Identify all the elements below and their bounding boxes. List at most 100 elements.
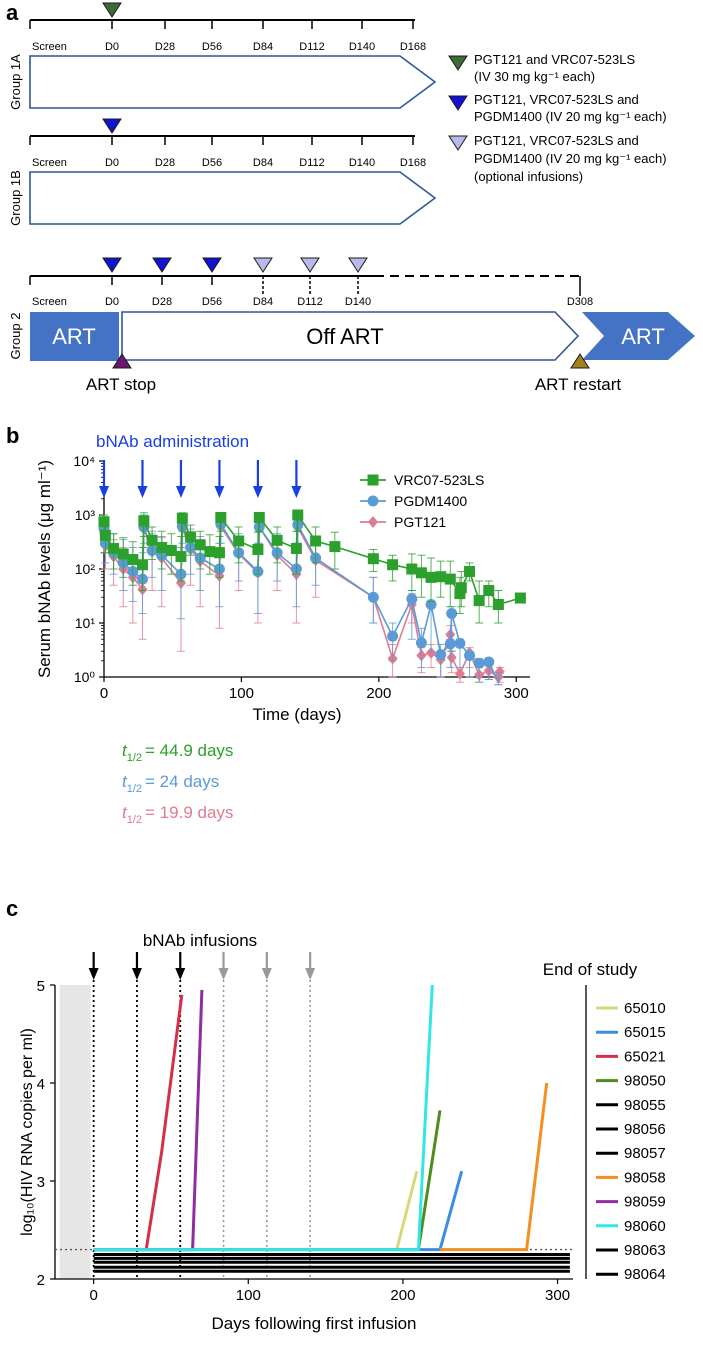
group-2-ticks	[29, 276, 581, 296]
y-tick-label: 10⁴	[73, 453, 95, 469]
panel-b-legend: VRC07-523LS PGDM1400 PGT121	[360, 472, 484, 530]
y-tick-label: 2	[37, 1272, 45, 1289]
legend-label: 98063	[624, 1242, 666, 1259]
art-stop-marker	[112, 353, 132, 369]
optional-infusion-marker	[253, 257, 273, 273]
data-point	[454, 588, 466, 600]
blue-infusion-marker	[152, 257, 172, 273]
series-PGT121	[99, 514, 505, 686]
art-right-label: ART	[621, 324, 665, 349]
data-point	[329, 541, 341, 553]
x-tick-label: 100	[236, 1287, 261, 1304]
y-tick-label: 10⁰	[74, 669, 96, 685]
legend-marker	[367, 495, 379, 507]
group-1b-tick-label: D168	[400, 157, 426, 169]
legend-label: 98050	[624, 1073, 666, 1090]
data-point	[435, 571, 447, 583]
data-point	[99, 529, 111, 541]
data-point	[290, 542, 302, 554]
infusion-arrow-head	[175, 968, 186, 980]
data-point	[156, 542, 168, 554]
data-point	[415, 567, 427, 579]
blue-infusion-marker	[102, 118, 122, 134]
group-1b-tick-label: D28	[155, 157, 175, 169]
group-2-tick-label: Screen	[32, 296, 67, 308]
data-point	[127, 553, 139, 565]
legend-label: 98056	[624, 1121, 666, 1138]
data-point	[454, 637, 466, 649]
group-1b-arrow-box	[29, 171, 437, 225]
viral-load-line-65010	[93, 1170, 419, 1252]
y-tick-label: 10³	[75, 507, 96, 523]
legend-label: 98058	[624, 1169, 666, 1186]
group-2-label: Group 2	[8, 313, 23, 360]
group-1b-label: Group 1B	[8, 170, 23, 226]
half-life-pgt121: t1/2 = 19.9 days	[122, 803, 233, 826]
series-PGDM1400	[98, 514, 503, 686]
art-left-box	[30, 312, 119, 361]
group-2-tick-label: D56	[202, 296, 222, 308]
group-2-tick-label: D308	[567, 296, 593, 308]
group-1b-tick-label: D84	[253, 157, 273, 169]
data-point	[455, 582, 467, 594]
y-tick-label: 4	[37, 1076, 45, 1093]
panel-c: c bNAb infusions End of study 2 3 4 5 0 100 20…	[6, 896, 666, 1333]
data-point	[387, 630, 399, 642]
data-point	[406, 593, 418, 605]
data-point	[252, 543, 264, 555]
infusion-arrow-head	[99, 486, 109, 498]
bnab-administration-label: bNAb administration	[96, 432, 249, 451]
infusion-arrow-head	[218, 968, 229, 980]
data-point	[194, 539, 206, 551]
group-2: Screen D0 D28 D56 D84 D112 D140 D308 ART…	[8, 257, 695, 394]
x-tick-label: 300	[504, 685, 529, 702]
legend-marker	[367, 474, 379, 486]
baseline-shaded-region	[59, 985, 91, 1279]
group-1a-tick-label: Screen	[32, 41, 67, 53]
panel-a: a Screen D0 D28 D56 D84 D112 D140 D168	[6, 0, 695, 394]
y-tick-label: 10¹	[75, 615, 96, 631]
data-point	[446, 651, 457, 664]
x-tick-label: 100	[229, 685, 254, 702]
legend-label: 98055	[624, 1097, 666, 1114]
blue-triangle-icon	[448, 95, 468, 111]
panel-c-letter: c	[6, 896, 18, 921]
blue-infusion-marker	[102, 257, 122, 273]
group-1a-tick-label: D168	[400, 41, 426, 53]
legend-marker	[368, 516, 378, 528]
legend-label: VRC07-523LS	[394, 472, 484, 488]
group-2-tick-label: D112	[297, 296, 322, 308]
x-tick-label: 300	[545, 1287, 570, 1304]
data-point	[483, 656, 495, 668]
y-axis-label: log₁₀(HIV RNA copies per ml)	[19, 1028, 36, 1236]
infusion-arrow-head	[305, 968, 316, 980]
legend-label: PGT121	[394, 514, 446, 530]
data-point	[387, 559, 399, 571]
legend-item-3-line-1: PGT121, VRC07-523LS and	[474, 133, 639, 148]
data-point	[165, 545, 177, 557]
data-point	[292, 509, 304, 521]
infusion-arrow-head	[261, 968, 272, 980]
art-right-chevron	[582, 312, 695, 360]
viral-load-line-98058	[440, 1082, 549, 1252]
group-1b: Screen D0 D28 D56 D84 D112 D140 D168 Gro…	[8, 118, 437, 226]
data-point	[108, 542, 120, 554]
light-purple-triangle-icon	[448, 135, 468, 151]
optional-infusion-marker	[300, 257, 320, 273]
data-point	[473, 595, 485, 607]
group-1a-tick-label: D28	[155, 41, 175, 53]
data-point	[494, 665, 505, 678]
data-point	[233, 535, 245, 547]
group-1b-ticks	[29, 136, 414, 145]
blue-infusion-marker	[202, 257, 222, 273]
data-point	[454, 667, 465, 680]
art-restart-label: ART restart	[535, 375, 622, 394]
legend-label: PGDM1400	[394, 493, 467, 509]
legend-item-1-line-2: (IV 30 mg kg⁻¹ each)	[474, 69, 595, 84]
group-1a-tick-label: D0	[105, 41, 119, 53]
group-1a-arrow-box	[29, 55, 437, 109]
data-point	[176, 512, 188, 524]
viral-load-line-98059	[93, 989, 204, 1252]
